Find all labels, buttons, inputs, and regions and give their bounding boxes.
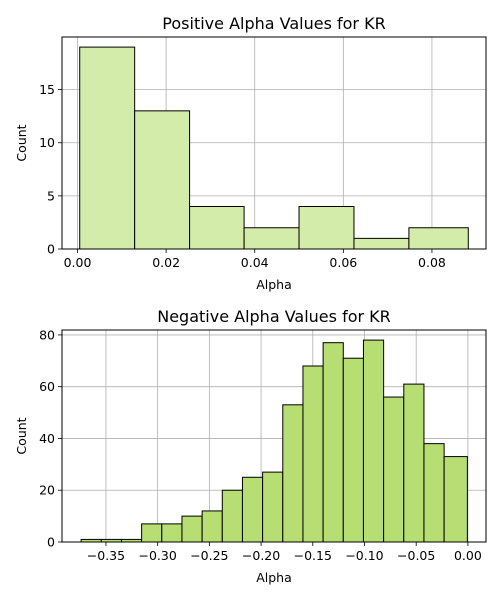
positive-y-tick-label: 5 [47,188,55,203]
positive-histogram-bar [79,46,136,250]
negative-x-tick-label: −0.15 [294,548,332,563]
negative-x-tick-label: −0.05 [397,548,435,563]
negative-histogram-bar [221,489,243,543]
negative-histogram-bar [241,476,264,543]
positive-x-tick-label: 0.06 [329,255,357,270]
positive-histogram-bar [134,110,191,250]
negative-histogram-bar [161,523,183,543]
negative-y-axis-label: Count [14,417,29,454]
positive-x-tick-label: 0.04 [241,255,269,270]
negative-y-tick-label: 60 [39,379,55,394]
negative-histogram-bar [201,510,223,543]
negative-x-tick-label: −0.10 [345,548,383,563]
negative-histogram-bar [141,523,163,543]
negative-histogram-bar [443,456,468,543]
negative-histogram-bar [302,365,324,543]
negative-histogram-bar [282,404,304,543]
negative-histogram-bar [181,515,203,543]
negative-histogram-bar [403,383,425,543]
negative-x-tick-label: 0.00 [454,548,482,563]
negative-x-tick-label: −0.35 [87,548,125,563]
negative-histogram-bar [362,339,385,543]
positive-histogram-bar [353,237,410,250]
positive-y-axis-label: Count [14,124,29,161]
negative-plot-frame [61,329,487,543]
positive-histogram-bar [298,205,355,250]
positive-y-tick-label: 0 [47,242,55,257]
negative-histogram-bar [322,342,344,543]
negative-y-tick-label: 40 [39,431,55,446]
negative-y-tick-label: 20 [39,483,55,498]
negative-histogram-bar [342,357,364,543]
negative-x-axis-label: Alpha [256,570,292,585]
positive-y-tick-label: 15 [39,82,55,97]
negative-chart-title: Negative Alpha Values for KR [157,307,391,326]
positive-x-tick-label: 0.02 [152,255,180,270]
negative-histogram-bar [262,471,284,543]
positive-histogram-bar [243,227,300,250]
negative-y-tick-label: 80 [39,327,55,342]
positive-x-tick-label: 0.08 [418,255,446,270]
negative-x-tick-label: −0.25 [190,548,228,563]
positive-y-tick-label: 10 [39,135,55,150]
positive-alpha-histogram: 0.00 0.02 0.04 0.06 0.08 0 5 10 15 Positive Alph… [14,14,487,292]
negative-x-tick-label: −0.20 [242,548,280,563]
negative-y-tick-label: 0 [47,535,55,550]
negative-histogram-bar [423,443,445,543]
positive-histogram-bar [189,205,245,250]
positive-x-axis-label: Alpha [256,277,292,292]
positive-histogram-bar [408,227,469,250]
negative-x-tick-label: −0.30 [139,548,177,563]
negative-alpha-histogram: −0.35 −0.30 −0.25 −0.20 −0.15 −0.10 −0.05 0.00 0… [14,307,487,585]
negative-histogram-bar [383,396,405,543]
positive-x-tick-label: 0.00 [64,255,92,270]
positive-chart-title: Positive Alpha Values for KR [162,14,385,33]
